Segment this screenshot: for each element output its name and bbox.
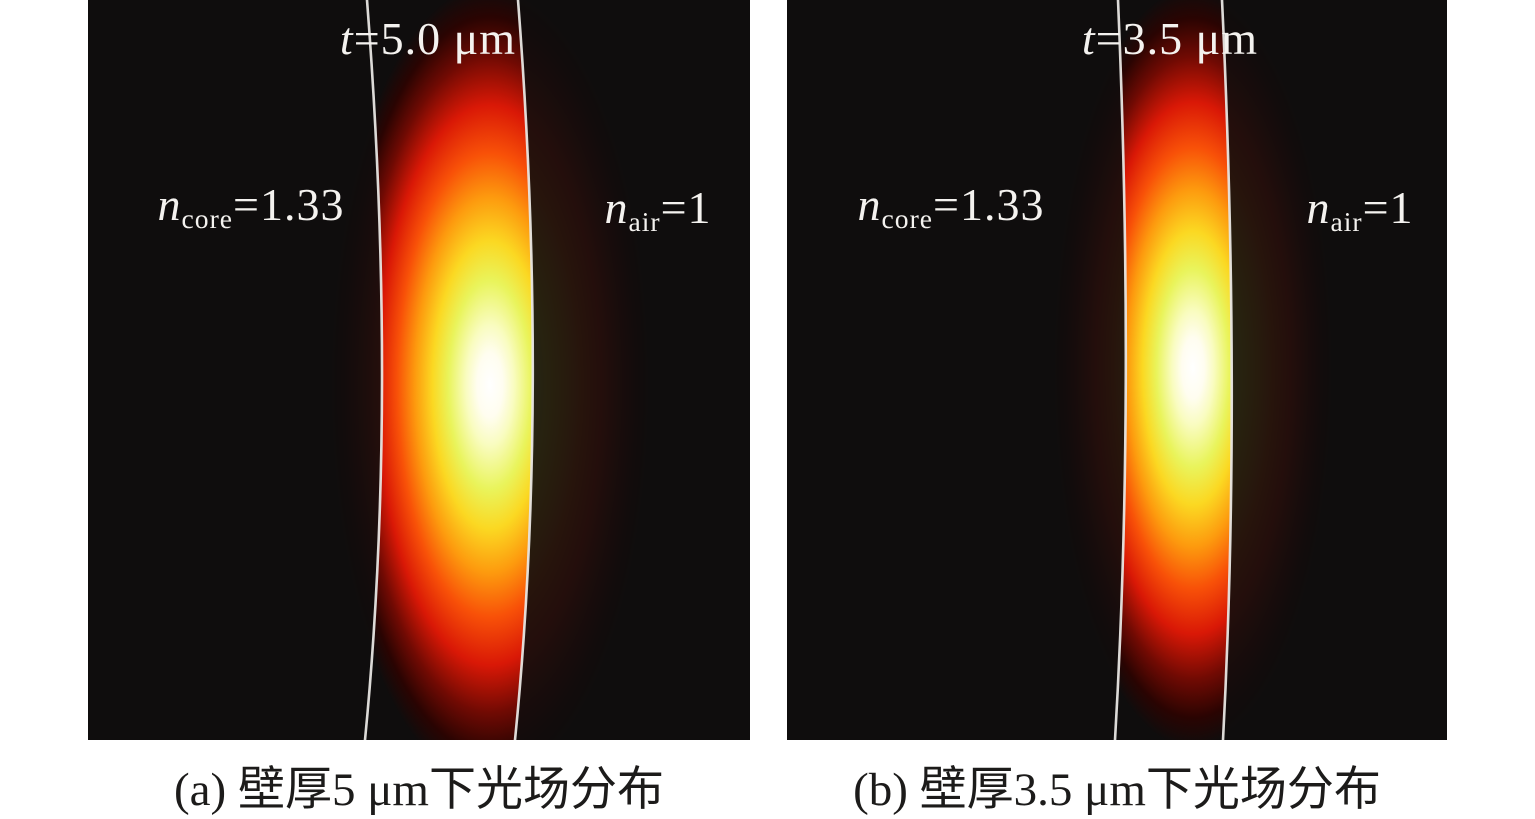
wall-thickness-label: t=3.5 μm [1082, 16, 1258, 62]
core-region-mask [88, 0, 383, 740]
index-value: =1.33 [933, 179, 1045, 230]
air-index-label: nair=1 [1306, 182, 1414, 236]
outer-wall-boundary-line [1220, 0, 1234, 740]
index-variable: n [1306, 182, 1331, 233]
outer-wall-boundary-line [513, 0, 535, 740]
inner-wall-boundary-line [363, 0, 384, 740]
panel-b-field-plot: t=3.5 μm ncore=1.33 nair=1 [787, 0, 1447, 740]
index-subscript: core [181, 202, 234, 234]
index-value: =1 [1362, 182, 1414, 233]
index-subscript: core [881, 202, 934, 234]
thickness-variable: t [1081, 13, 1096, 64]
air-index-label: nair=1 [604, 182, 712, 236]
index-value: =1.33 [233, 179, 345, 230]
air-region-mask [515, 0, 750, 740]
index-subscript: air [1330, 205, 1363, 237]
index-variable: n [157, 179, 182, 230]
core-index-label: ncore=1.33 [157, 179, 345, 233]
index-value: =1 [660, 182, 712, 233]
caption-panel-b: (b) 壁厚3.5 μm下光场分布 [853, 764, 1381, 816]
index-variable: n [857, 179, 882, 230]
thickness-value: =3.5 μm [1095, 13, 1259, 64]
panel-a-canvas [88, 0, 750, 740]
index-variable: n [604, 182, 629, 233]
air-region-mask [1222, 0, 1447, 740]
panel-a-field-plot: t=5.0 μm ncore=1.33 nair=1 [88, 0, 750, 740]
thickness-value: =5.0 μm [353, 13, 517, 64]
core-region-mask [787, 0, 1126, 740]
index-subscript: air [628, 205, 661, 237]
inner-wall-boundary-line [1113, 0, 1128, 740]
core-index-label: ncore=1.33 [857, 179, 1045, 233]
thickness-variable: t [339, 13, 354, 64]
panel-b-canvas [787, 0, 1447, 740]
caption-panel-a: (a) 壁厚5 μm下光场分布 [174, 764, 664, 816]
wall-thickness-label: t=5.0 μm [340, 16, 516, 62]
